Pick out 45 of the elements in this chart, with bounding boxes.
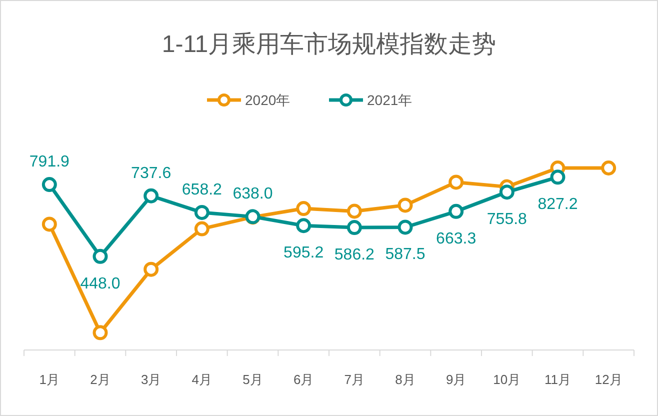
point — [92, 325, 108, 340]
point — [550, 170, 566, 185]
x-tick-label: 8月 — [395, 372, 416, 387]
data-label: 587.5 — [385, 246, 426, 264]
point — [92, 248, 108, 264]
point — [194, 221, 210, 236]
data-label: 827.2 — [538, 196, 578, 214]
point — [42, 177, 57, 192]
x-tick-label: 7月 — [344, 372, 365, 387]
x-tick-label: 12月 — [594, 372, 622, 387]
data-label: 791.9 — [29, 154, 70, 171]
data-label: 448.0 — [80, 275, 120, 292]
point — [296, 218, 312, 234]
x-tick-label: 11月 — [544, 372, 571, 387]
x-tick-label: 4月 — [192, 372, 212, 387]
x-tick-label: 6月 — [293, 372, 314, 387]
data-label: 658.2 — [182, 181, 222, 198]
data-label: 638.0 — [232, 186, 273, 203]
point — [448, 204, 464, 219]
point — [398, 198, 413, 213]
chart-title: 1-11月乘用车市场规模指数走势 — [162, 31, 496, 58]
x-tick-label: 3月 — [140, 372, 162, 387]
point — [144, 188, 159, 204]
data-label: 586.2 — [334, 246, 375, 264]
legend-label: 2021年 — [367, 92, 412, 108]
point — [346, 220, 362, 236]
x-tick-label: 10月 — [493, 372, 521, 387]
legend-label: 2020年 — [245, 92, 290, 108]
point — [296, 201, 312, 216]
x-tick-label: 9月 — [446, 372, 466, 387]
data-label: 737.6 — [131, 164, 172, 182]
data-label: 595.2 — [284, 244, 324, 262]
point — [42, 216, 57, 232]
x-tick-label: 5月 — [242, 372, 263, 387]
x-tick-label: 2月 — [90, 372, 110, 387]
point — [601, 160, 616, 176]
point — [448, 174, 464, 190]
point — [144, 262, 159, 277]
data-label: 663.3 — [436, 230, 476, 248]
x-tick-label: 1月 — [39, 372, 60, 387]
point — [398, 220, 413, 235]
point — [499, 184, 514, 200]
data-label: 755.8 — [486, 211, 528, 228]
point — [346, 204, 362, 219]
point — [194, 204, 210, 220]
